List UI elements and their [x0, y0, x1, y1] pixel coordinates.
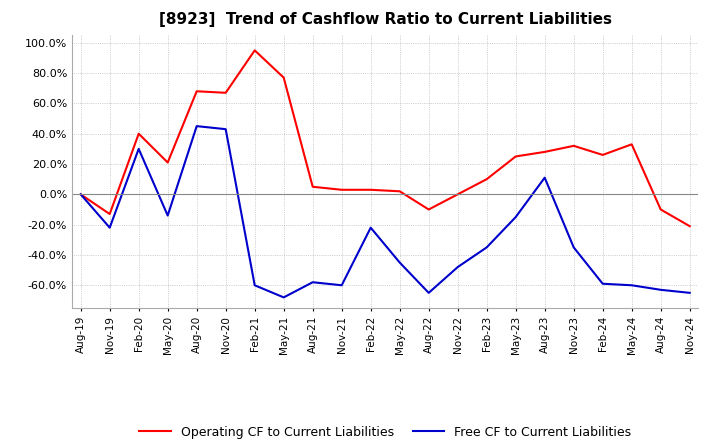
Operating CF to Current Liabilities	[424, 207, 433, 212]
Operating CF to Current Liabilities	[251, 48, 259, 53]
Operating CF to Current Liabilities	[570, 143, 578, 148]
Free CF to Current Liabilities	[454, 264, 462, 270]
Operating CF to Current Liabilities	[366, 187, 375, 192]
Free CF to Current Liabilities	[395, 260, 404, 265]
Line: Free CF to Current Liabilities: Free CF to Current Liabilities	[81, 126, 690, 297]
Free CF to Current Liabilities	[657, 287, 665, 293]
Operating CF to Current Liabilities	[221, 90, 230, 95]
Free CF to Current Liabilities	[251, 282, 259, 288]
Free CF to Current Liabilities	[366, 225, 375, 230]
Operating CF to Current Liabilities	[338, 187, 346, 192]
Operating CF to Current Liabilities	[105, 211, 114, 216]
Free CF to Current Liabilities	[541, 175, 549, 180]
Free CF to Current Liabilities	[598, 281, 607, 286]
Operating CF to Current Liabilities	[598, 152, 607, 158]
Free CF to Current Liabilities	[135, 146, 143, 151]
Operating CF to Current Liabilities	[627, 142, 636, 147]
Free CF to Current Liabilities	[482, 245, 491, 250]
Free CF to Current Liabilities	[570, 245, 578, 250]
Free CF to Current Liabilities	[627, 282, 636, 288]
Operating CF to Current Liabilities	[657, 207, 665, 212]
Free CF to Current Liabilities	[279, 295, 288, 300]
Free CF to Current Liabilities	[163, 213, 172, 218]
Operating CF to Current Liabilities	[685, 224, 694, 229]
Free CF to Current Liabilities	[221, 127, 230, 132]
Line: Operating CF to Current Liabilities: Operating CF to Current Liabilities	[81, 50, 690, 226]
Free CF to Current Liabilities	[308, 279, 317, 285]
Legend: Operating CF to Current Liabilities, Free CF to Current Liabilities: Operating CF to Current Liabilities, Fre…	[135, 421, 636, 440]
Free CF to Current Liabilities	[192, 124, 201, 129]
Free CF to Current Liabilities	[424, 290, 433, 296]
Free CF to Current Liabilities	[105, 225, 114, 230]
Title: [8923]  Trend of Cashflow Ratio to Current Liabilities: [8923] Trend of Cashflow Ratio to Curren…	[158, 12, 612, 27]
Operating CF to Current Liabilities	[192, 88, 201, 94]
Operating CF to Current Liabilities	[454, 192, 462, 197]
Free CF to Current Liabilities	[338, 282, 346, 288]
Operating CF to Current Liabilities	[76, 192, 85, 197]
Operating CF to Current Liabilities	[163, 160, 172, 165]
Operating CF to Current Liabilities	[395, 189, 404, 194]
Operating CF to Current Liabilities	[279, 75, 288, 80]
Operating CF to Current Liabilities	[308, 184, 317, 189]
Operating CF to Current Liabilities	[541, 149, 549, 154]
Free CF to Current Liabilities	[685, 290, 694, 296]
Free CF to Current Liabilities	[511, 214, 520, 220]
Operating CF to Current Liabilities	[135, 131, 143, 136]
Operating CF to Current Liabilities	[482, 176, 491, 182]
Operating CF to Current Liabilities	[511, 154, 520, 159]
Free CF to Current Liabilities	[76, 192, 85, 197]
